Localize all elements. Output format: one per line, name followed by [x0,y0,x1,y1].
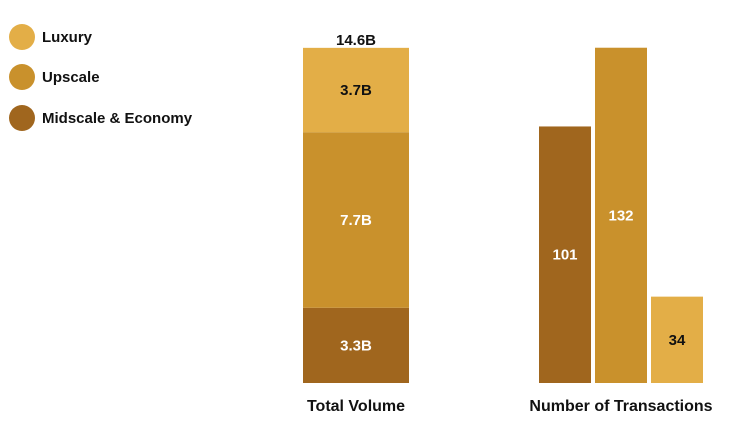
data-label-upscale: 7.7B [340,212,372,229]
legend-label-midscale: Midscale & Economy [42,110,193,127]
legend-swatch-upscale [9,64,35,90]
legend-swatch-midscale [9,105,35,131]
legend-label-luxury: Luxury [42,29,93,46]
data-label-transactions-upscale: 132 [608,207,633,224]
data-label-midscale-economy: 3.3B [340,337,372,354]
x-label-total-volume: Total Volume [307,398,405,415]
bar-luxury [651,296,703,383]
total-label: 14.6B [336,32,376,49]
bar-segment-luxury [303,47,409,133]
data-label-luxury: 3.7B [340,82,372,99]
legend-label-upscale: Upscale [42,69,100,86]
legend-swatch-luxury [9,24,35,50]
legend: Luxury Upscale Midscale & Economy [9,24,193,131]
bar-midscale-economy [539,126,591,384]
data-label-transactions-midscale-economy: 101 [552,247,577,264]
x-label-transactions: Number of Transactions [529,398,712,415]
bar-upscale [595,47,647,383]
bar-segment-upscale [303,132,409,308]
data-label-transactions-luxury: 34 [669,332,686,349]
bar-segment-midscale-economy [303,307,409,383]
